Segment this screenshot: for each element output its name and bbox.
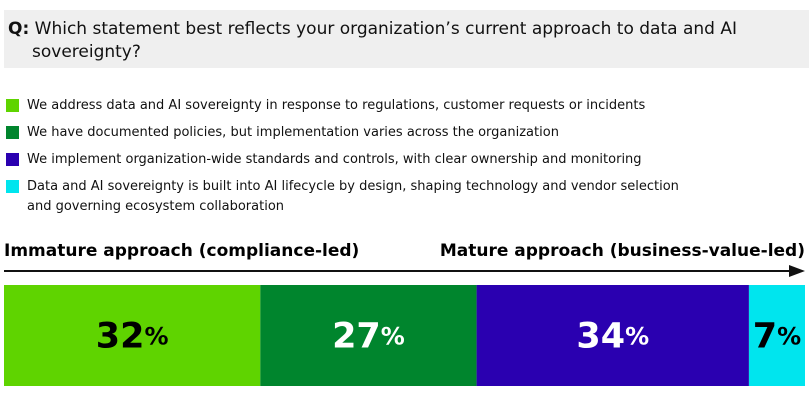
legend-swatch [6,99,19,112]
legend-swatch [6,126,19,139]
legend-swatch [6,153,19,166]
legend-item: We address data and AI sovereignty in re… [6,96,696,116]
legend-item: We have documented policies, but impleme… [6,123,696,143]
bar-segment [260,285,477,386]
annotation-left: Immature approach (compliance-led) [4,241,359,261]
annotation-right: Mature approach (business-value-led) [440,241,805,261]
legend-swatch [6,180,19,193]
bar-segment [4,285,261,386]
legend-label: We have documented policies, but impleme… [27,125,559,140]
legend-item: Data and AI sovereignty is built into AI… [6,177,696,217]
legend-label: We implement organization-wide standards… [27,152,642,167]
arrow-head [789,265,805,277]
data-label: 7% [753,317,801,357]
data-label: 32% [96,317,169,357]
legend-label: Data and AI sovereignty is built into AI… [27,179,679,214]
data-label: 34% [576,317,649,357]
bar-segment [748,285,805,386]
legend-label: We address data and AI sovereignty in re… [27,98,646,113]
data-label: 27% [332,317,405,357]
legend-item: We implement organization-wide standards… [6,150,696,170]
chart-title: Q: Which statement best reflects your or… [4,10,809,68]
bar-segment [476,285,749,386]
legend: We address data and AI sovereignty in re… [6,96,696,224]
